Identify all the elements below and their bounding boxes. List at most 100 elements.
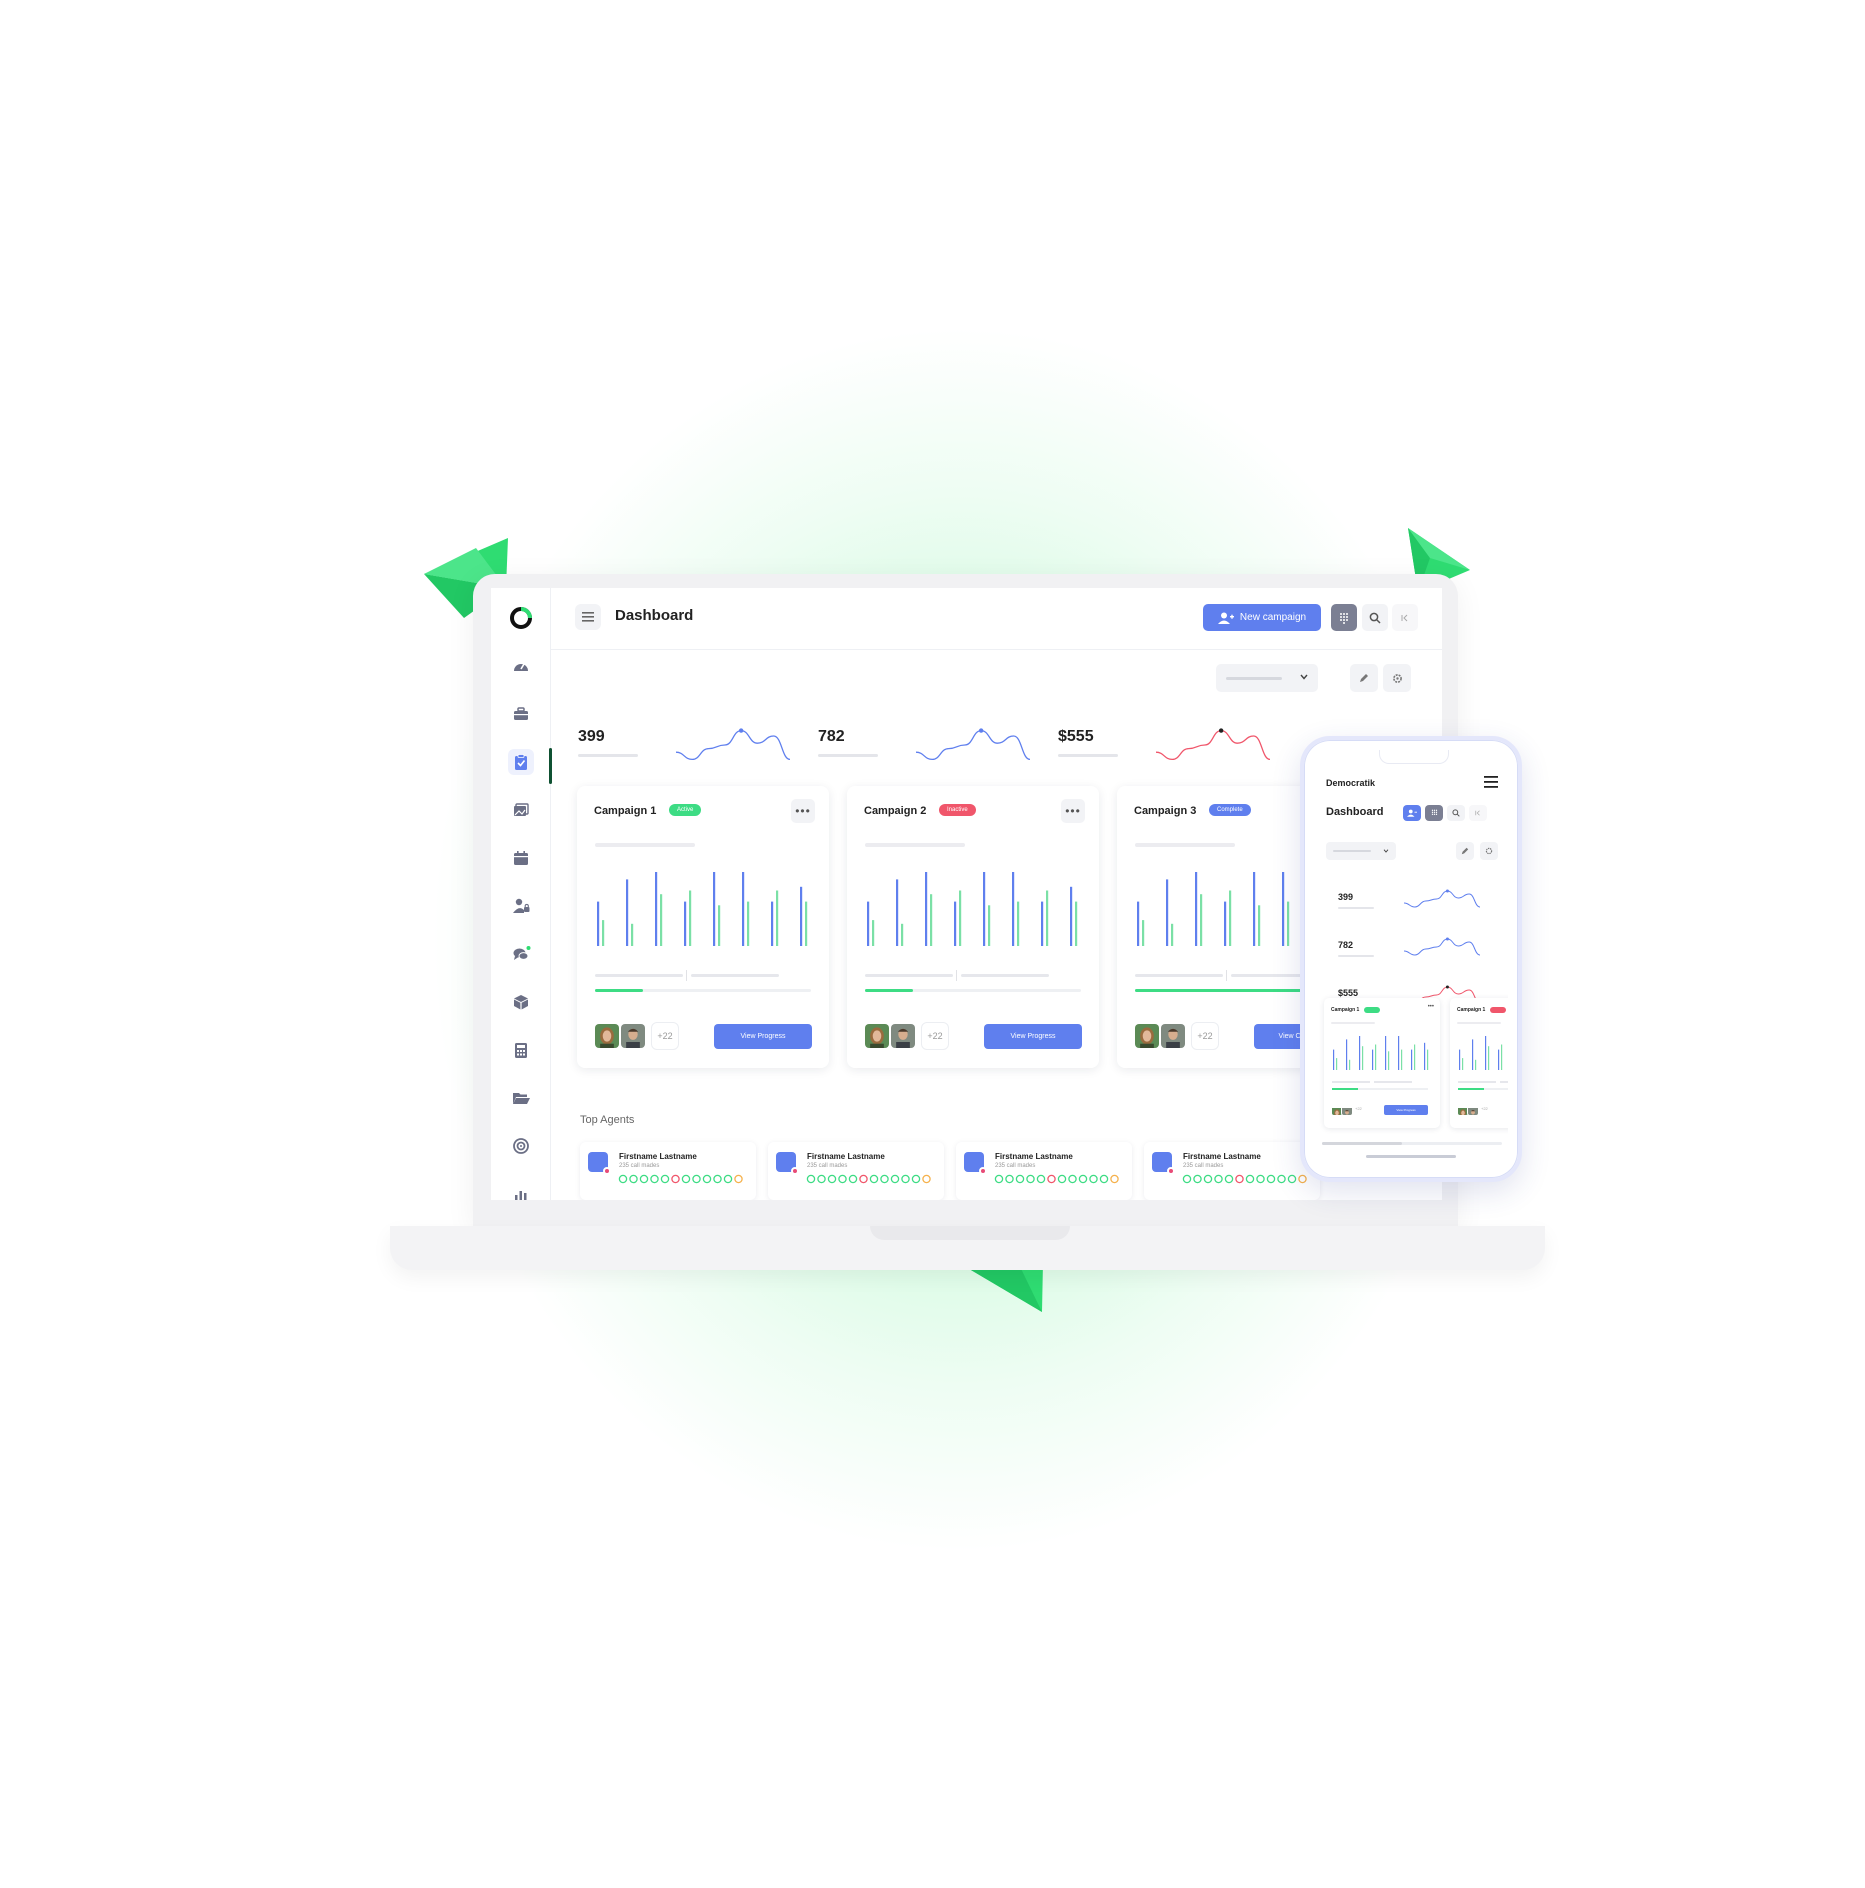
stat-bar	[818, 754, 878, 757]
rating-dot	[681, 1174, 691, 1184]
agent-rating-dots	[1182, 1174, 1307, 1184]
status-dot	[603, 1167, 611, 1175]
stat-card: 399	[578, 722, 838, 782]
stat-separator	[956, 970, 957, 981]
pencil-icon	[1461, 847, 1469, 855]
card-placeholder-line	[1135, 843, 1235, 847]
team-avatars: +22	[1133, 1022, 1233, 1050]
agent-rating-dots	[618, 1174, 743, 1184]
calendar-icon	[514, 851, 528, 865]
settings-button[interactable]	[1383, 664, 1411, 692]
sidebar-item-clipboard-check[interactable]	[508, 749, 534, 775]
stat-sparkline	[675, 728, 791, 761]
phone-edit-button[interactable]	[1456, 842, 1474, 860]
sidebar-item-chart[interactable]	[508, 1181, 534, 1200]
phone-horizontal-scrollbar[interactable]	[1322, 1142, 1502, 1145]
rating-dot	[901, 1174, 910, 1184]
new-campaign-button[interactable]: New campaign	[1203, 604, 1321, 631]
bar-blue	[1411, 1049, 1413, 1070]
phone-hamburger-icon[interactable]	[1484, 776, 1498, 788]
phone-sparkline	[1403, 889, 1481, 908]
stat-bar-right	[961, 974, 1049, 977]
agent-card[interactable]: Firstname Lastname 235 call mades	[768, 1142, 944, 1200]
phone-dialpad-button[interactable]	[1425, 805, 1443, 821]
rating-dot	[1193, 1174, 1202, 1184]
campaign-title: Campaign 2	[864, 805, 927, 817]
dialpad-button[interactable]	[1331, 604, 1357, 631]
bar-green	[1017, 901, 1020, 946]
sidebar-item-briefcase[interactable]	[508, 701, 534, 727]
sidebar-item-box[interactable]	[508, 989, 534, 1015]
rating-dot	[1078, 1174, 1088, 1184]
phone-card-progress-fill	[1458, 1088, 1484, 1090]
phone-campaign-title: Campaign 1	[1331, 1007, 1360, 1013]
sparkline-series	[675, 729, 791, 761]
collapse-button[interactable]	[1392, 604, 1418, 631]
campaign-progress-fill	[1135, 989, 1351, 992]
more-options-button[interactable]: •••	[1061, 799, 1085, 823]
agent-avatar	[964, 1152, 987, 1175]
stat-value: $555	[1058, 728, 1094, 745]
bar-blue	[626, 879, 629, 946]
bar-blue	[1485, 1036, 1487, 1070]
phone-team-avatars: +22	[1457, 1104, 1507, 1116]
phone-collapse-button[interactable]	[1469, 805, 1487, 821]
bar-blue	[684, 901, 687, 946]
view-progress-button[interactable]: View Progress	[714, 1024, 812, 1049]
phone-search-button[interactable]	[1447, 805, 1465, 821]
agent-card[interactable]: Firstname Lastname 235 call mades	[1144, 1142, 1320, 1200]
phone-view-progress-button[interactable]: View Progress	[1384, 1105, 1428, 1115]
sidebar-item-target[interactable]	[508, 1133, 534, 1159]
bar-blue	[742, 872, 745, 946]
rating-dot	[1026, 1174, 1035, 1184]
phone-stat: 399	[1338, 889, 1508, 932]
phone-date-filter-select[interactable]	[1326, 842, 1396, 860]
phone-stat-value: 399	[1338, 892, 1354, 902]
sidebar-item-dashboard-gauge[interactable]	[508, 653, 534, 679]
agent-card[interactable]: Firstname Lastname 235 call mades	[956, 1142, 1132, 1200]
phone-new-campaign-button[interactable]	[1403, 805, 1421, 821]
sidebar-item-user-lock[interactable]	[508, 893, 534, 919]
stat-bar-right	[1500, 1081, 1508, 1083]
phone-campaign-title: Campaign 1	[1457, 1007, 1486, 1013]
clipboard-check-icon	[515, 754, 527, 770]
bar-green	[689, 890, 692, 946]
more-options-button[interactable]: •••	[791, 799, 815, 823]
search-button[interactable]	[1362, 604, 1388, 631]
agent-avatar	[1152, 1152, 1175, 1175]
ellipsis-icon: •••	[795, 804, 811, 818]
campaign-progress-fill	[865, 989, 913, 992]
bar-blue	[1070, 886, 1073, 946]
bar-green	[1388, 1051, 1390, 1070]
date-filter-select[interactable]	[1216, 664, 1318, 692]
ellipsis-icon: •••	[1427, 1004, 1434, 1010]
menu-toggle-button[interactable]	[575, 604, 601, 630]
bar-green	[1075, 901, 1078, 946]
view-progress-button[interactable]: View Progress	[984, 1024, 1082, 1049]
stat-separator	[686, 970, 687, 981]
campaign-progress-bar	[595, 989, 811, 992]
sidebar-item-chat[interactable]	[508, 941, 534, 967]
bar-green	[1414, 1044, 1416, 1070]
sidebar-item-calendar[interactable]	[508, 845, 534, 871]
edit-button[interactable]	[1350, 664, 1378, 692]
sidebar-item-calculator[interactable]	[508, 1037, 534, 1063]
agent-name: Firstname Lastname	[619, 1152, 697, 1161]
phone-more-options-button[interactable]: •••	[1428, 1004, 1434, 1010]
sidebar-item-folder-open[interactable]	[508, 1085, 534, 1111]
agent-card[interactable]: Firstname Lastname 235 call mades	[580, 1142, 756, 1200]
bar-green	[930, 894, 933, 946]
rating-dot	[660, 1174, 670, 1184]
phone-settings-button[interactable]	[1480, 842, 1498, 860]
sidebar	[491, 588, 552, 1200]
phone-card-progress	[1458, 1088, 1508, 1090]
bar-blue	[1282, 872, 1285, 946]
phone-bar-chart	[1459, 1036, 1503, 1070]
rating-dot	[1224, 1174, 1234, 1184]
rating-dot	[806, 1174, 816, 1184]
add-user-icon	[1407, 809, 1417, 817]
sparkline-marker	[1445, 937, 1449, 941]
card-stat-bars	[595, 970, 811, 981]
sidebar-item-images[interactable]	[508, 797, 534, 823]
bar-green	[1462, 1058, 1464, 1070]
